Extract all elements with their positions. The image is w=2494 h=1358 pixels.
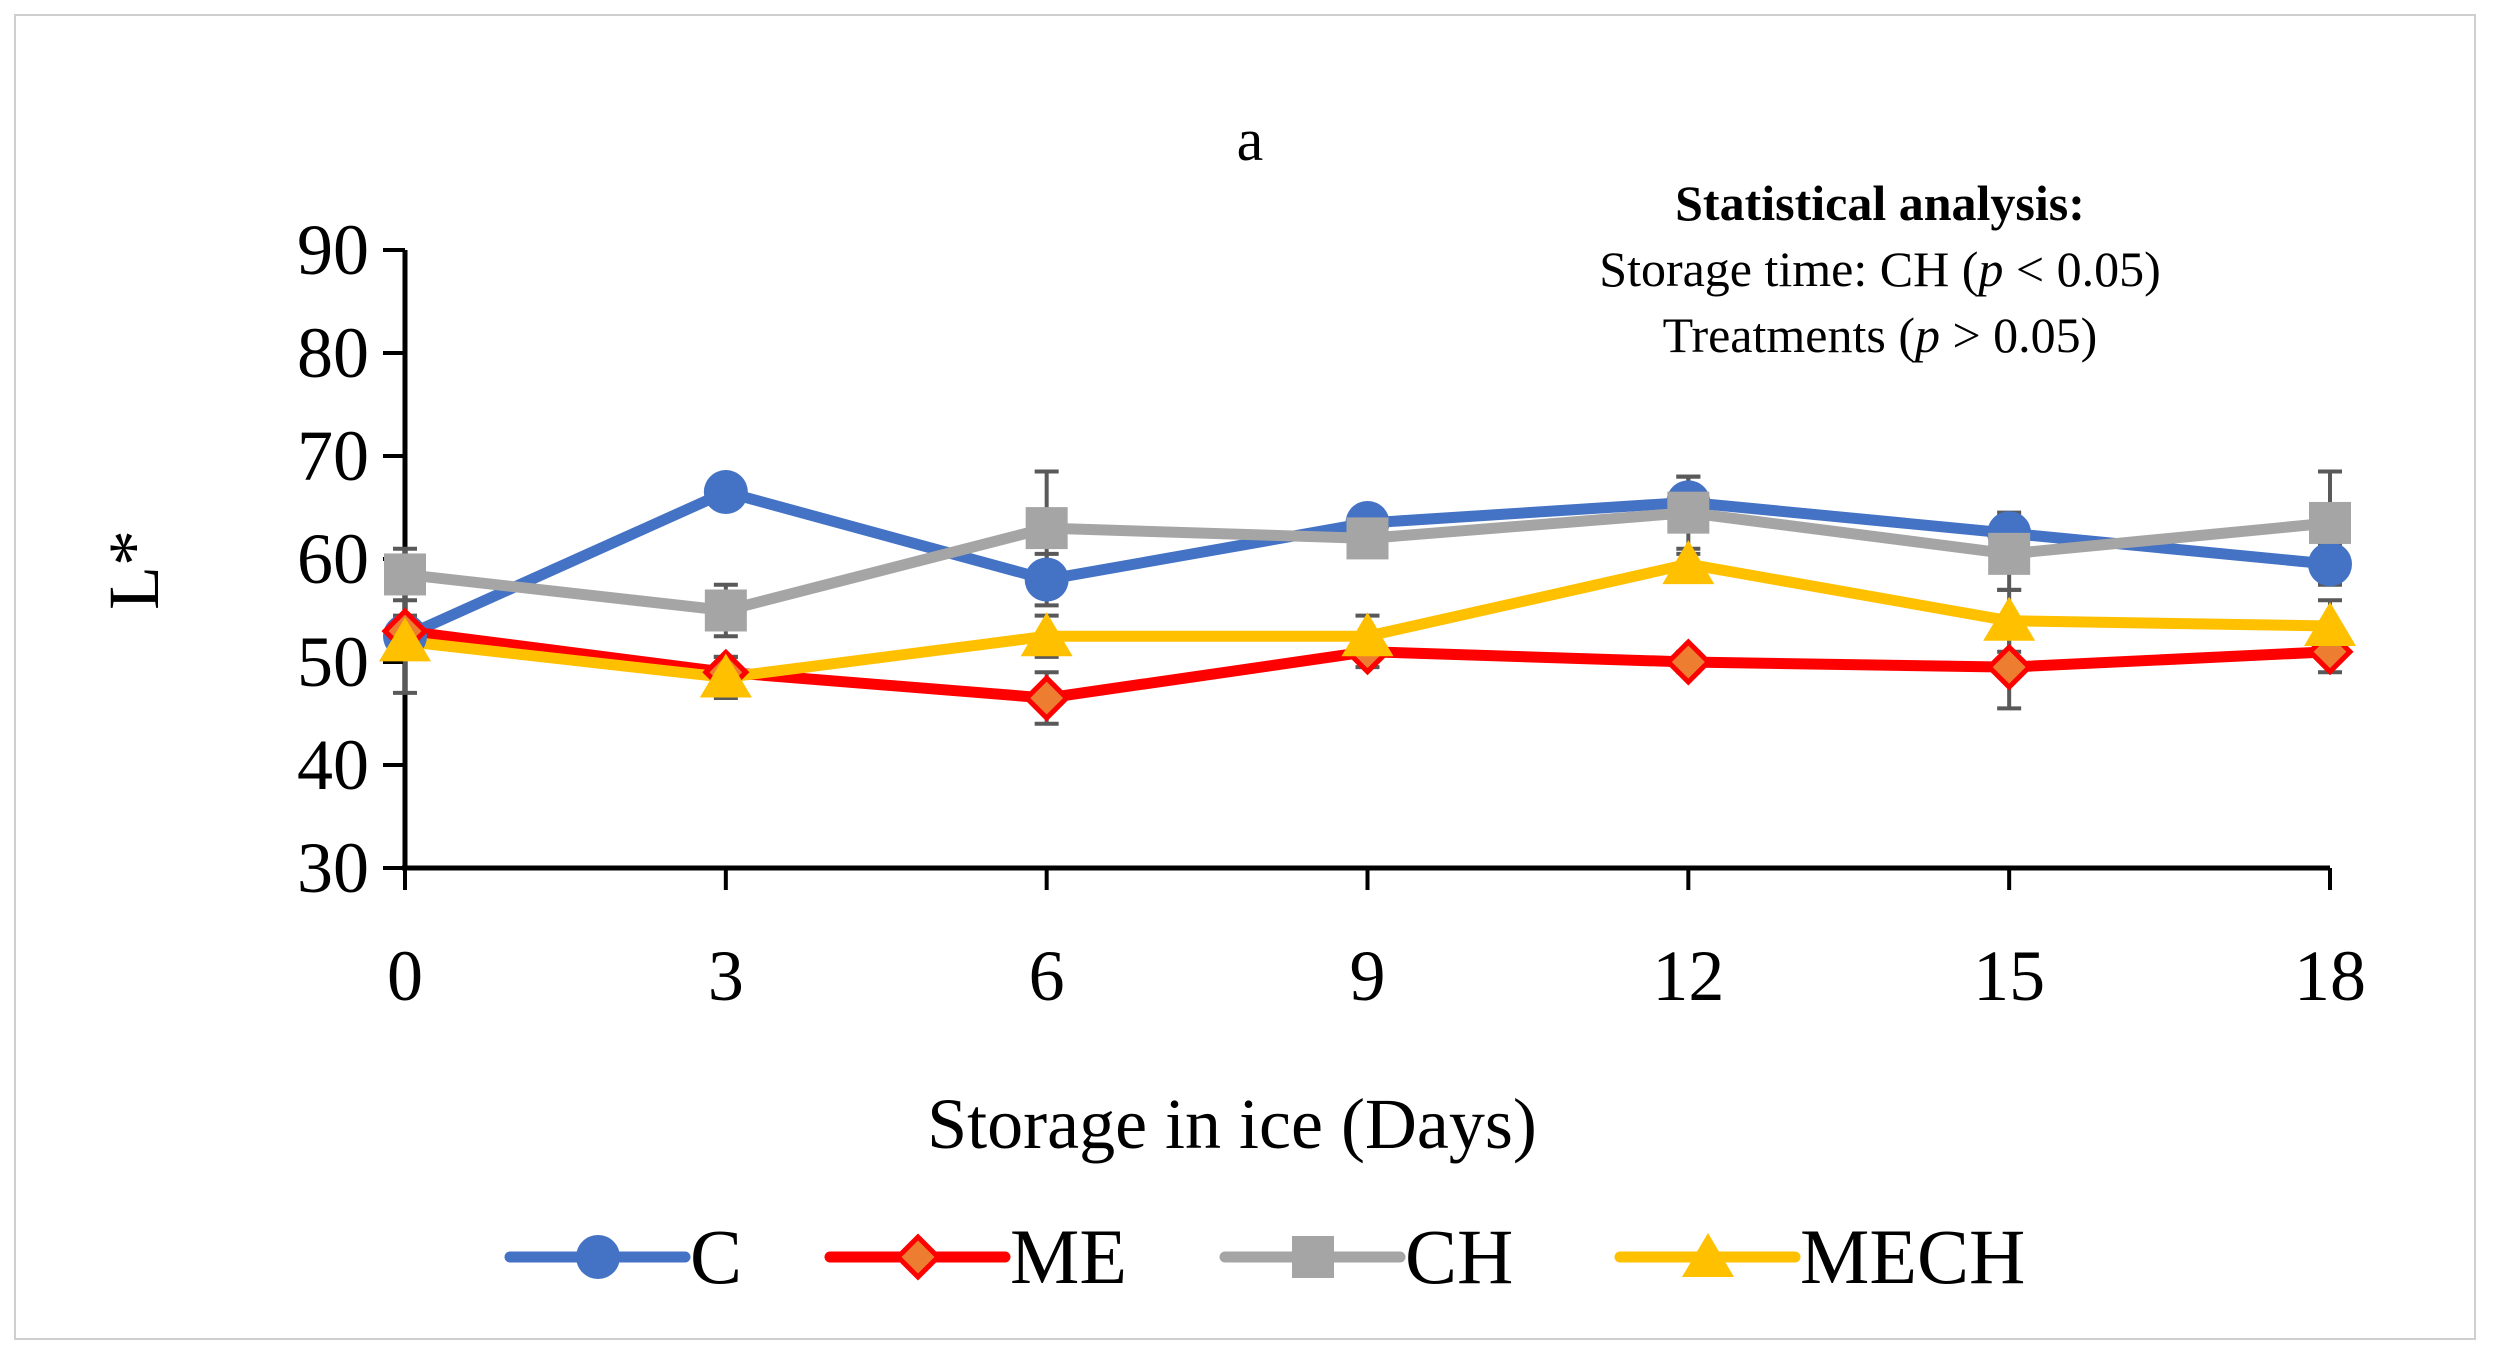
data-point-ch bbox=[704, 589, 747, 632]
stats-line1-prefix: Storage time: CH ( bbox=[1599, 241, 1979, 297]
stats-line1-p: p bbox=[1978, 241, 2004, 297]
data-point-c bbox=[1024, 557, 1069, 602]
data-point-ch bbox=[384, 553, 426, 596]
stats-annotation: Statistical analysis: Storage time: CH (… bbox=[1520, 170, 2240, 368]
y-tick-label: 80 bbox=[297, 313, 369, 393]
legend: C ME CH MECH bbox=[504, 1213, 2025, 1300]
y-tick-label: 70 bbox=[297, 416, 369, 496]
markers bbox=[379, 470, 2356, 722]
data-point-me bbox=[1985, 643, 2033, 691]
data-point-ch bbox=[1667, 491, 1710, 534]
y-tick-label: 50 bbox=[297, 622, 369, 702]
legend-label-me: ME bbox=[1010, 1213, 1127, 1300]
data-point-mech bbox=[1983, 596, 2036, 641]
data-point-mech bbox=[2304, 601, 2356, 646]
data-point-ch bbox=[1025, 507, 1068, 550]
x-tick-label: 9 bbox=[1350, 936, 1386, 1016]
legend-marker-ch bbox=[1292, 1236, 1334, 1278]
y-tick-label: 90 bbox=[297, 210, 369, 290]
x-tick-label: 0 bbox=[387, 936, 423, 1016]
legend-marker-mech bbox=[1682, 1233, 1734, 1277]
y-tick-label: 30 bbox=[297, 828, 369, 908]
legend-label-c: C bbox=[690, 1213, 742, 1300]
legend-label-mech: MECH bbox=[1800, 1213, 2025, 1300]
data-point-c bbox=[703, 470, 748, 515]
data-point-mech bbox=[379, 617, 431, 662]
data-point-me bbox=[1023, 674, 1071, 722]
chart-title: a bbox=[1237, 107, 1264, 173]
data-point-c bbox=[2308, 542, 2352, 587]
axes: 30 40 50 60 70 80 90 0 3 6 9 12 15 18 bbox=[297, 210, 2366, 1016]
data-point-ch bbox=[1346, 517, 1389, 560]
legend-label-ch: CH bbox=[1405, 1213, 1513, 1300]
figure-frame bbox=[14, 14, 2476, 1340]
x-tick-label: 3 bbox=[708, 936, 744, 1016]
stats-storage-time: Storage time: CH (p < 0.05) bbox=[1520, 236, 2240, 302]
y-tick-label: 60 bbox=[297, 519, 369, 599]
data-point-mech bbox=[1020, 612, 1073, 657]
x-tick-label: 12 bbox=[1652, 936, 1724, 1016]
x-tick-label: 15 bbox=[1973, 936, 2045, 1016]
stats-line2-suffix: > 0.05) bbox=[1939, 307, 2098, 363]
legend-marker-me bbox=[894, 1233, 942, 1281]
data-point-mech bbox=[1341, 612, 1394, 657]
y-tick-label: 40 bbox=[297, 725, 369, 805]
stats-line2-prefix: Treatments ( bbox=[1662, 307, 1915, 363]
data-point-mech bbox=[1662, 540, 1715, 585]
data-point-ch bbox=[1988, 532, 2031, 575]
data-point-ch bbox=[2309, 501, 2351, 544]
y-axis-label: L* bbox=[94, 530, 174, 610]
legend-marker-c bbox=[576, 1235, 620, 1279]
x-tick-label: 6 bbox=[1029, 936, 1065, 1016]
stats-line1-suffix: < 0.05) bbox=[2003, 241, 2161, 297]
data-point-mech bbox=[699, 653, 752, 698]
stats-heading: Statistical analysis: bbox=[1675, 175, 2085, 231]
x-tick-label: 18 bbox=[2294, 936, 2366, 1016]
x-axis-label: Storage in ice (Days) bbox=[927, 1084, 1537, 1164]
stats-treatments: Treatments (p > 0.05) bbox=[1520, 302, 2240, 368]
data-point-me bbox=[1664, 638, 1712, 686]
stats-line2-p: p bbox=[1914, 307, 1940, 363]
